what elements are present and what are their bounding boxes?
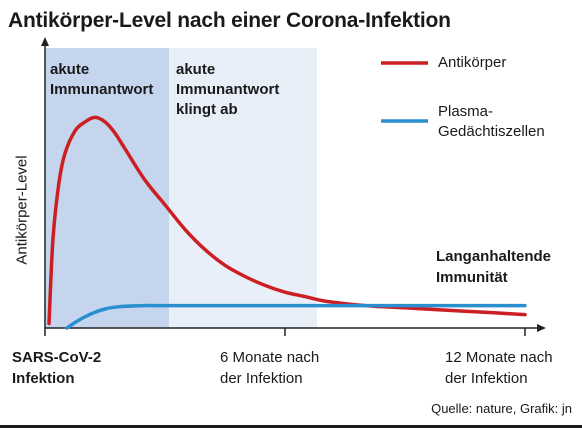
phase-label-waning: akute Immunantwort klingt ab (176, 60, 279, 120)
x-tick-label-12-months-line2: der Infektion (445, 370, 528, 387)
annotation-line1: Langanhaltende (436, 248, 552, 265)
series-line-plasma-cells (65, 303, 527, 330)
phase-band-1 (45, 48, 169, 328)
x-tick-label-6-months-line2: der Infektion (220, 370, 303, 387)
phase-label-waning-line1: akute (176, 61, 216, 78)
phase-band-2 (169, 48, 317, 328)
legend-item-plasma: Plasma- Gedächtiszellen (438, 102, 545, 142)
source-credit: Quelle: nature, Grafik: jn (431, 401, 572, 416)
legend-item-antibodies: Antikörper (438, 53, 506, 73)
x-tick-label-6-months: 6 Monate nach der Infektion (220, 347, 319, 389)
phase-label-waning-line3: klingt ab (176, 101, 238, 118)
phase-label-acute-line1: akute (50, 61, 90, 78)
y-axis-label: Antikörper-Level (13, 155, 31, 265)
legend-label-plasma-line2: Gedächtiszellen (438, 123, 545, 140)
y-axis-arrow (41, 37, 49, 46)
bottom-rule (0, 425, 582, 428)
phase-label-waning-line2: Immunantwort (176, 81, 280, 98)
legend-label-plasma-line1: Plasma- (438, 103, 494, 120)
x-tick-label-infection: SARS-CoV-2 Infektion (12, 347, 101, 389)
x-tick-label-infection-line1: SARS-CoV-2 (12, 349, 102, 366)
phase-label-acute-line2: Immunantwort (50, 81, 154, 98)
phase-label-acute: akute Immunantwort (50, 60, 153, 100)
x-tick-label-12-months-line1: 12 Monate nach (445, 349, 553, 366)
x-tick-label-6-months-line1: 6 Monate nach (220, 349, 320, 366)
annotation-long-term-immunity: Langanhaltende Immunität (436, 246, 551, 288)
x-tick-label-12-months: 12 Monate nach der Infektion (445, 347, 553, 389)
chart-title: Antikörper-Level nach einer Corona-Infek… (8, 9, 451, 32)
legend-label-antibodies: Antikörper (438, 54, 507, 71)
x-tick-label-infection-line2: Infektion (12, 370, 75, 387)
annotation-line2: Immunität (436, 269, 508, 286)
x-axis-arrow (537, 324, 546, 332)
